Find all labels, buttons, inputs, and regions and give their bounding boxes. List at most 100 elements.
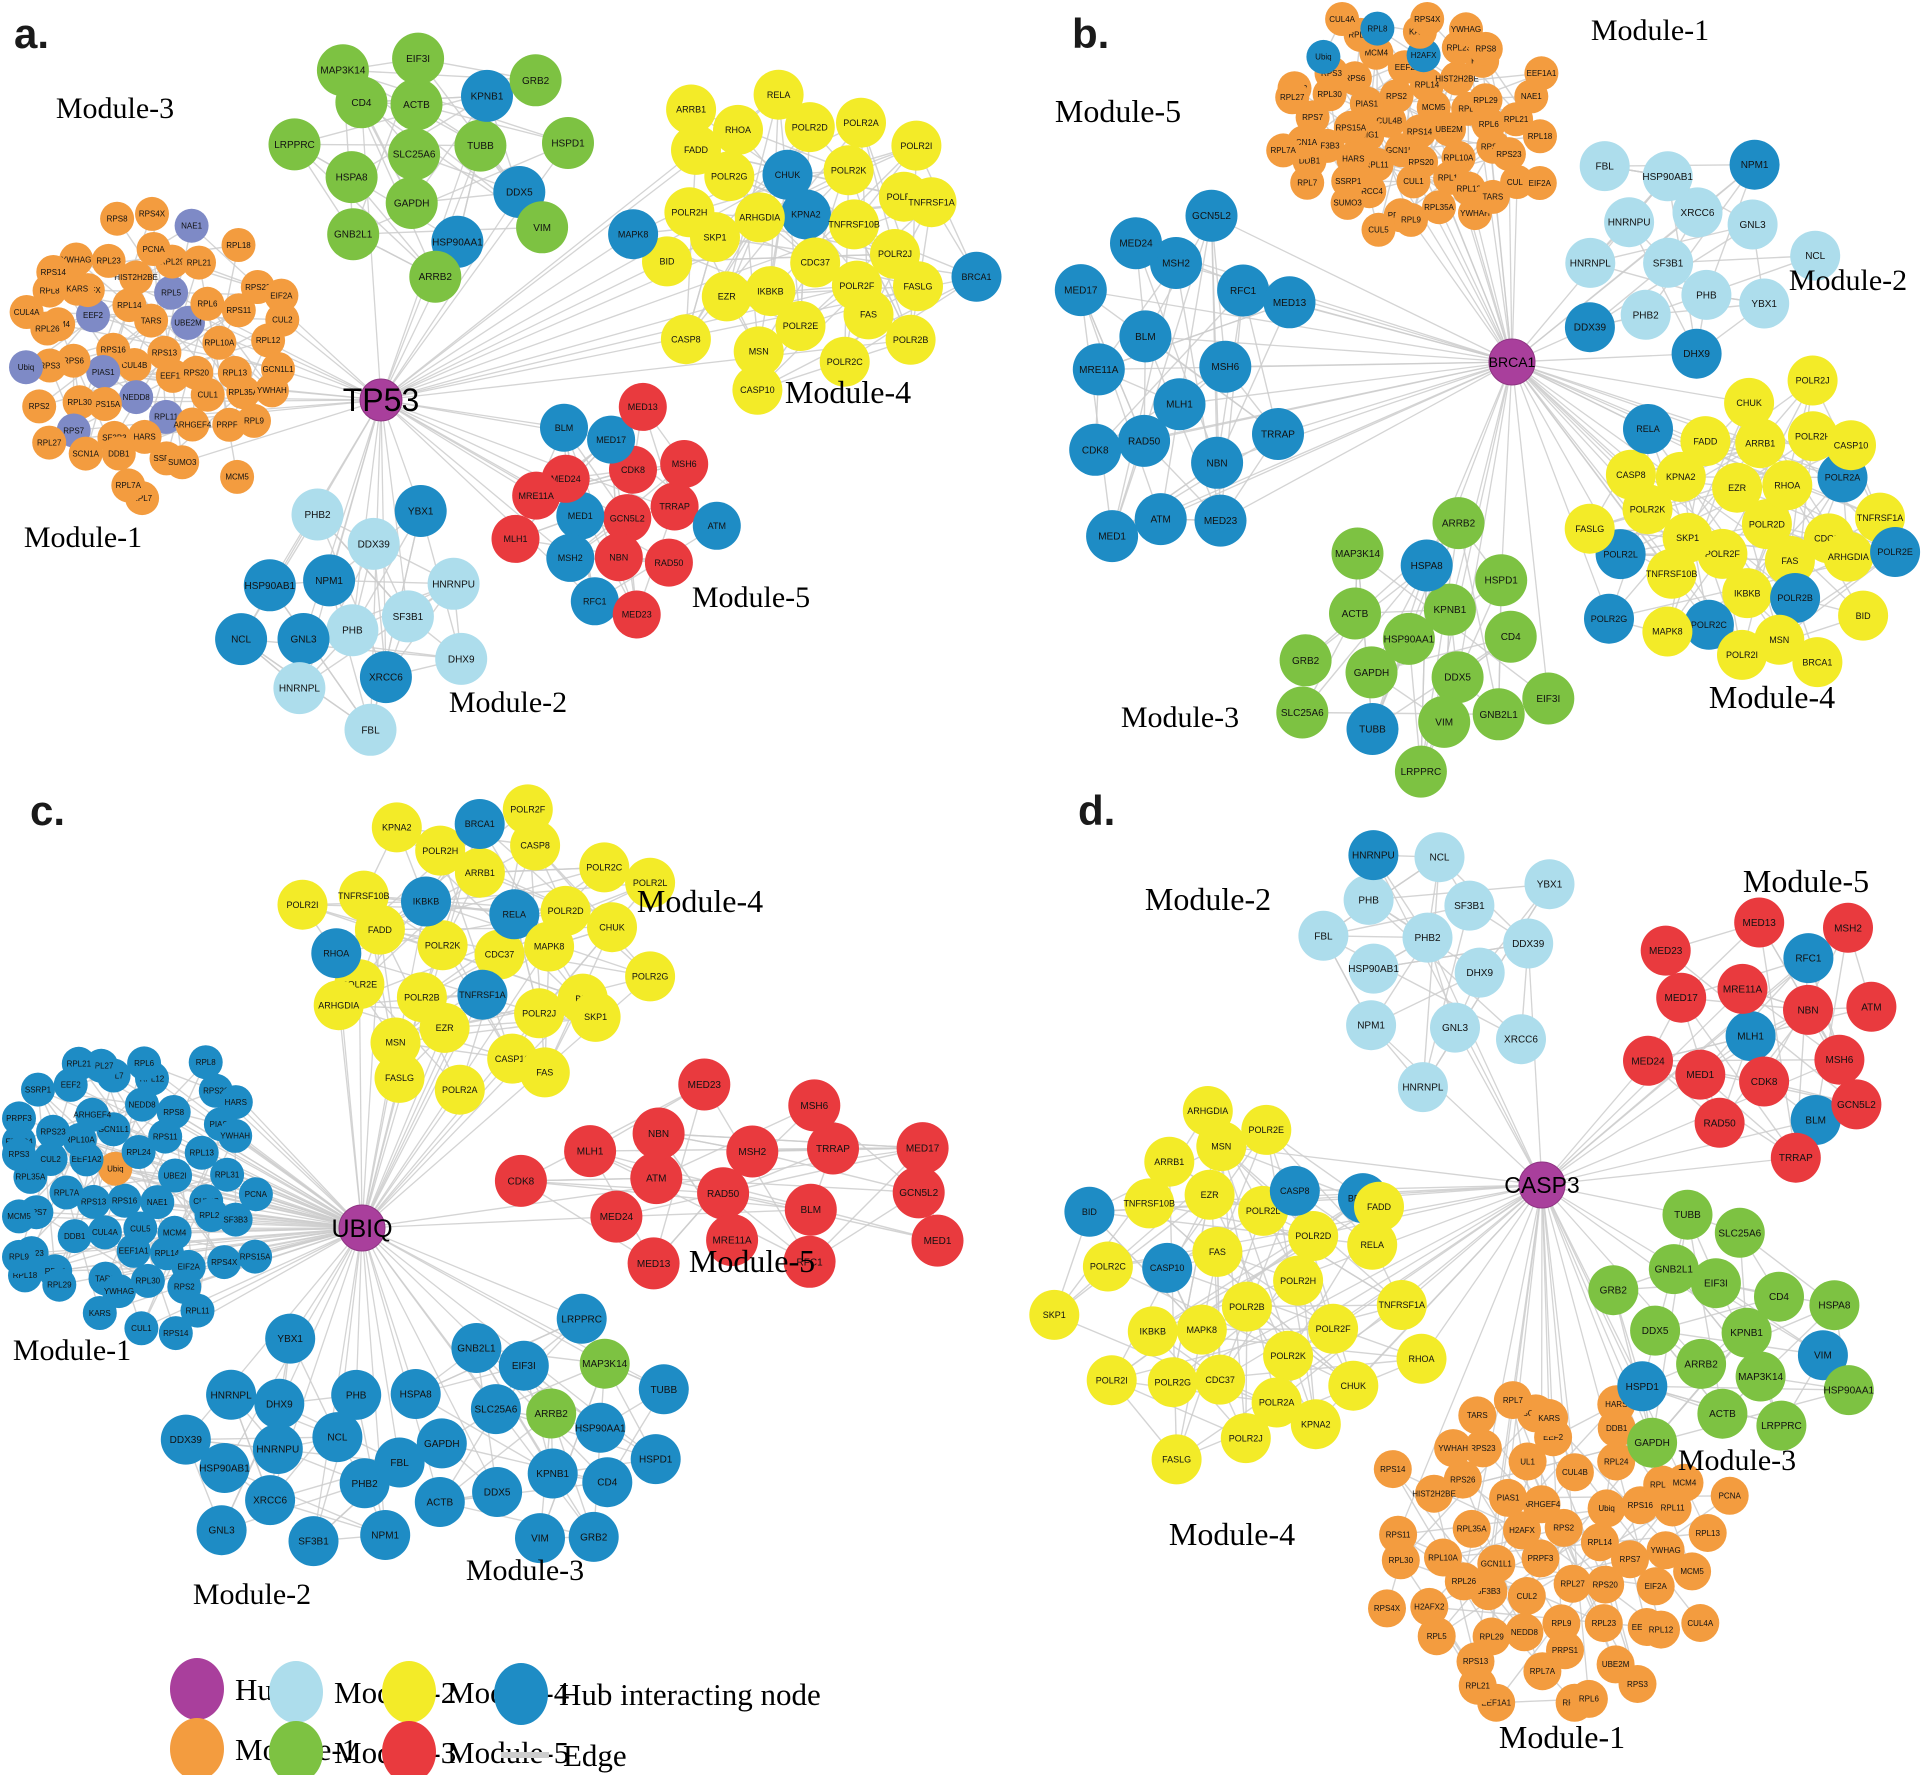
module-node-circle[interactable] [1468,31,1503,66]
node-POLR2A[interactable]: POLR2A [836,97,886,148]
module-node-circle[interactable] [21,1072,55,1107]
node-HSPD1[interactable]: HSPD1 [630,1434,681,1485]
module-node-circle[interactable] [136,232,171,266]
module-node-circle[interactable] [1826,420,1876,471]
node-SCN1A[interactable]: SCN1A [68,436,103,471]
hub-interacting-node-circle[interactable] [86,355,121,389]
module-node-circle[interactable] [158,1158,193,1193]
node-RPS14[interactable]: RPS14 [1373,1450,1412,1489]
module-node-circle[interactable] [265,1313,316,1364]
module-node-circle[interactable] [1430,1002,1480,1053]
node-MED17[interactable]: MED17 [587,415,636,464]
module-node-circle[interactable] [101,436,136,471]
hub-interacting-node-circle[interactable] [489,889,540,940]
node-FADD[interactable]: FADD [671,124,721,175]
node-XRCC6[interactable]: XRCC6 [359,651,412,704]
node-GNB2L1[interactable]: GNB2L1 [451,1323,502,1373]
node-NAE1[interactable]: NAE1 [174,208,209,243]
node-CUL5[interactable]: CUL5 [1361,212,1396,247]
module-node-circle[interactable] [385,177,438,229]
module-node-circle[interactable] [1809,1280,1860,1331]
node-YWHAH[interactable]: YWHAH [218,1118,253,1153]
module-node-circle[interactable] [745,266,796,317]
node-RPS2[interactable]: RPS2 [1544,1508,1583,1547]
node-MCM5[interactable]: MCM5 [220,459,255,494]
node-RPS8[interactable]: RPS8 [100,201,135,236]
node-MCM4[interactable]: MCM4 [1665,1463,1704,1502]
module-node-circle[interactable] [512,471,561,520]
module-node-circle[interactable] [124,1311,159,1346]
node-GCN5L2[interactable]: GCN5L2 [603,494,652,543]
module-node-circle[interactable] [190,286,225,321]
node-MSH6[interactable]: MSH6 [788,1079,841,1132]
node-CUL4A[interactable]: CUL4A [1681,1604,1720,1642]
hub-circle[interactable] [1488,338,1536,386]
module-node-circle[interactable] [1764,535,1815,586]
module-node-circle[interactable] [392,32,445,85]
node-CUL4B[interactable]: CUL4B [1555,1453,1594,1492]
node-HARS[interactable]: HARS [127,419,162,454]
module-node-circle[interactable] [1739,1056,1790,1107]
node-HNRNPL[interactable]: HNRNPL [273,662,326,715]
node-IKBKB[interactable]: IKBKB [745,266,796,317]
node-HIST2H2BE[interactable]: HIST2H2BE [114,260,158,295]
module-node-circle[interactable] [417,920,468,971]
module-node-circle[interactable] [245,1475,296,1526]
module-node-circle[interactable] [220,459,255,494]
module-node-circle[interactable] [327,208,380,261]
module-node-circle[interactable] [1587,1489,1626,1528]
node-GAPDH[interactable]: GAPDH [385,177,438,229]
module-node-circle[interactable] [2,1199,36,1234]
node-RPL9[interactable]: RPL9 [1394,202,1428,237]
node-RFC1[interactable]: RFC1 [783,1235,836,1288]
module-node-circle[interactable] [1368,1589,1406,1628]
module-node-circle[interactable] [207,1245,242,1280]
module-node-circle[interactable] [582,1457,633,1508]
module-node-circle[interactable] [1288,1211,1339,1261]
node-BLM[interactable]: BLM [1119,310,1172,363]
node-GCN5L2[interactable]: GCN5L2 [1185,189,1238,242]
node-IKBKB[interactable]: IKBKB [401,876,451,927]
node-YBX1[interactable]: YBX1 [1524,859,1575,910]
module-node-circle[interactable] [1354,1181,1404,1232]
hub-interacting-node-circle[interactable] [243,559,296,612]
node-RPL21[interactable]: RPL21 [61,1046,96,1081]
module-node-circle[interactable] [1505,1613,1544,1652]
module-node-circle[interactable] [701,271,752,322]
module-node-circle[interactable] [1440,61,1474,96]
node-MSH6[interactable]: MSH6 [660,440,709,488]
module-node-circle[interactable] [733,326,784,377]
module-node-circle[interactable] [568,1511,619,1562]
node-EEF2[interactable]: EEF2 [76,298,110,333]
module-node-circle[interactable] [732,364,783,415]
module-node-circle[interactable] [1605,449,1656,500]
node-KPNB1[interactable]: KPNB1 [1721,1307,1772,1358]
module-node-circle[interactable] [1308,1303,1359,1354]
hub-interacting-node-circle[interactable] [540,403,588,452]
node-KPNA2[interactable]: KPNA2 [780,189,831,240]
node-PHB[interactable]: PHB [1681,269,1732,320]
node-VIM[interactable]: VIM [516,201,569,254]
node-RPS23[interactable]: RPS23 [1463,1429,1502,1468]
module-node-circle[interactable] [1496,1014,1546,1065]
hub-interacting-node-circle[interactable] [780,189,831,240]
node-DDX39[interactable]: DDX39 [1503,918,1554,969]
node-RHOA[interactable]: RHOA [1396,1333,1447,1384]
hub-interacting-node-circle[interactable] [1671,328,1722,379]
module-node-circle[interactable] [1029,1289,1080,1340]
node-XRCC6[interactable]: XRCC6 [1496,1014,1546,1065]
module-node-circle[interactable] [127,419,162,454]
node-POLR2D[interactable]: POLR2D [540,885,591,936]
node-RPL6[interactable]: RPL6 [127,1046,162,1081]
module-node-circle[interactable] [1712,462,1763,513]
node-VIM[interactable]: VIM [1418,695,1471,748]
node-POLR2H[interactable]: POLR2H [1273,1255,1324,1306]
module-node-circle[interactable] [1783,984,1833,1035]
node-FASLG[interactable]: FASLG [374,1052,425,1103]
module-node-circle[interactable] [1792,637,1843,688]
node-RPL10A[interactable]: RPL10A [202,325,237,360]
module-node-circle[interactable] [1623,1035,1673,1086]
module-node-circle[interactable] [1735,1351,1786,1402]
node-RPL23[interactable]: RPL23 [1584,1604,1623,1643]
hub-interacting-node-circle[interactable] [311,928,362,979]
